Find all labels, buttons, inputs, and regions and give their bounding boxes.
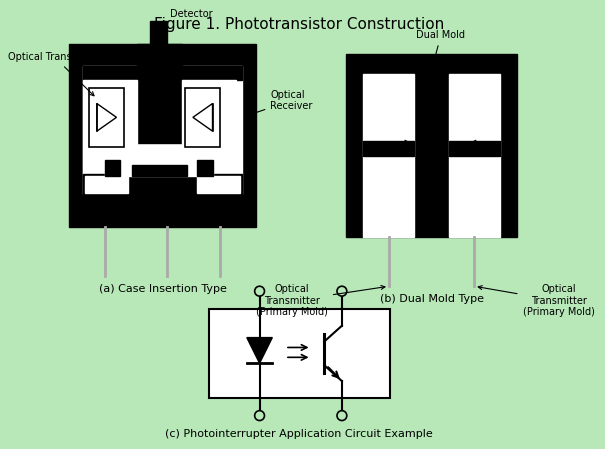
- Bar: [89, 88, 124, 147]
- Bar: [346, 54, 517, 237]
- Bar: [364, 141, 414, 156]
- Bar: [137, 44, 182, 143]
- Text: Optical
Receiver: Optical Receiver: [246, 90, 313, 117]
- Bar: [83, 66, 242, 194]
- Text: Figure 1. Phototransistor Construction: Figure 1. Phototransistor Construction: [154, 17, 444, 31]
- Bar: [83, 80, 137, 174]
- Circle shape: [255, 286, 264, 296]
- Bar: [83, 174, 242, 195]
- Polygon shape: [97, 104, 117, 131]
- Text: (b) Dual Mold Type: (b) Dual Mold Type: [379, 294, 483, 304]
- Text: Detector: Detector: [171, 9, 213, 18]
- Bar: [105, 160, 120, 176]
- Bar: [197, 176, 240, 194]
- Text: Dual Mold: Dual Mold: [416, 31, 465, 68]
- Bar: [150, 21, 168, 66]
- Text: Case: Case: [121, 190, 165, 220]
- Bar: [209, 309, 390, 398]
- Bar: [182, 80, 236, 174]
- Text: (a) Case Insertion Type: (a) Case Insertion Type: [99, 284, 226, 294]
- Text: Optical Transmitter: Optical Transmitter: [8, 52, 101, 96]
- Bar: [449, 141, 500, 156]
- Polygon shape: [193, 104, 212, 131]
- Circle shape: [337, 411, 347, 421]
- Text: Optical
Transmitter
(Primary Mold): Optical Transmitter (Primary Mold): [478, 284, 595, 317]
- Bar: [197, 160, 212, 176]
- Bar: [364, 74, 414, 237]
- Polygon shape: [247, 338, 272, 363]
- Bar: [83, 66, 242, 80]
- Bar: [185, 88, 220, 147]
- Circle shape: [255, 411, 264, 421]
- Bar: [449, 74, 500, 237]
- Bar: [105, 160, 212, 176]
- Bar: [132, 165, 187, 176]
- Text: (c) Photointerrupter Application Circuit Example: (c) Photointerrupter Application Circuit…: [165, 429, 433, 440]
- Bar: [85, 176, 128, 194]
- Bar: [70, 44, 256, 227]
- Circle shape: [337, 286, 347, 296]
- Text: Optical
Transmitter
(Primary Mold): Optical Transmitter (Primary Mold): [256, 284, 385, 317]
